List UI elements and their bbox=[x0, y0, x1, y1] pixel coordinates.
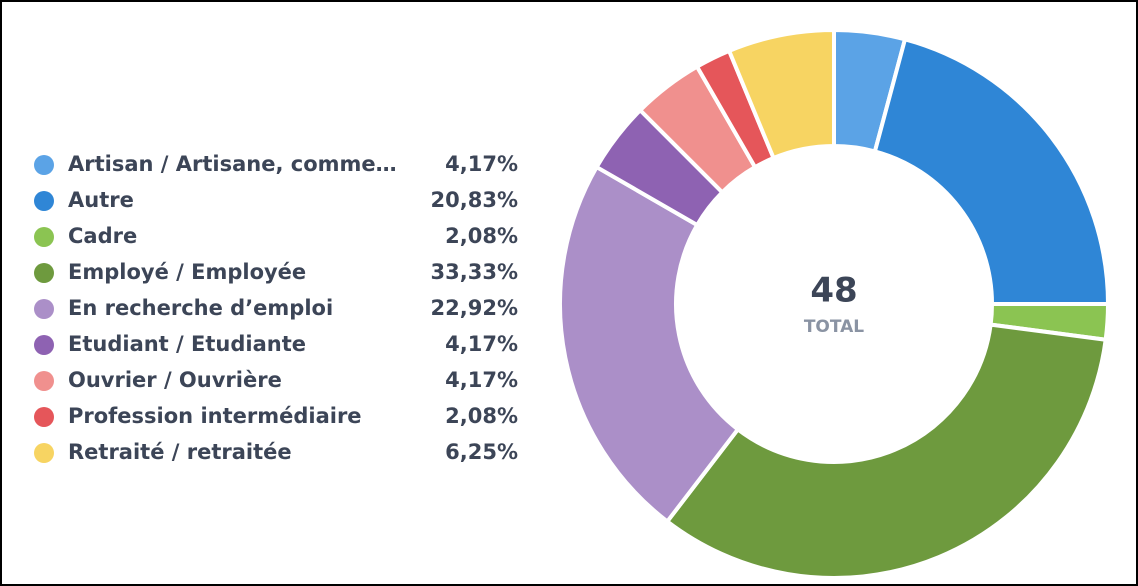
donut-slice bbox=[872, 36, 1111, 306]
legend-value: 4,17% bbox=[445, 152, 518, 176]
donut-slice bbox=[558, 164, 741, 525]
legend-value: 20,83% bbox=[431, 188, 518, 212]
legend-label: Retraité / retraitée bbox=[68, 440, 292, 464]
legend-label: En recherche d’emploi bbox=[68, 296, 333, 320]
legend-swatch bbox=[34, 155, 54, 175]
legend-swatch bbox=[34, 335, 54, 355]
legend-swatch bbox=[34, 299, 54, 319]
legend-value: 4,17% bbox=[445, 332, 518, 356]
legend-label: Employé / Employée bbox=[68, 260, 306, 284]
legend-swatch bbox=[34, 263, 54, 283]
legend-swatch bbox=[34, 191, 54, 211]
legend-value: 2,08% bbox=[445, 404, 518, 428]
legend-value: 33,33% bbox=[431, 260, 518, 284]
legend-swatch bbox=[34, 443, 54, 463]
legend-label: Artisan / Artisane, comme… bbox=[68, 152, 397, 176]
legend-swatch bbox=[34, 407, 54, 427]
legend-label: Cadre bbox=[68, 224, 137, 248]
legend-swatch bbox=[34, 227, 54, 247]
legend-value: 2,08% bbox=[445, 224, 518, 248]
legend-value: 4,17% bbox=[445, 368, 518, 392]
legend-label: Ouvrier / Ouvrière bbox=[68, 368, 282, 392]
legend-swatch bbox=[34, 371, 54, 391]
legend-label: Profession intermédiaire bbox=[68, 404, 362, 428]
legend-label: Etudiant / Etudiante bbox=[68, 332, 306, 356]
legend-value: 6,25% bbox=[445, 440, 518, 464]
legend-value: 22,92% bbox=[431, 296, 518, 320]
legend-label: Autre bbox=[68, 188, 134, 212]
donut-slice bbox=[664, 322, 1108, 580]
total-value: 48 bbox=[810, 271, 857, 311]
donut-slice bbox=[726, 27, 836, 161]
total-label: TOTAL bbox=[804, 317, 864, 337]
